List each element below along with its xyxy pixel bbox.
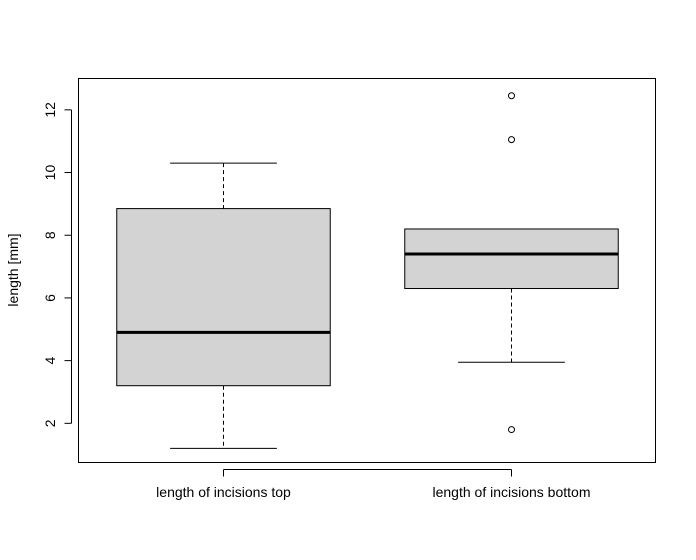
x-category-label: length of incisions top [156, 484, 291, 500]
outlier-point [508, 92, 515, 100]
y-tick-label: 10 [42, 165, 58, 181]
boxes-group [116, 92, 619, 449]
y-tick-label: 8 [42, 231, 58, 239]
box-iqr [116, 208, 331, 387]
outlier-point [508, 426, 515, 434]
outlier-point [508, 136, 515, 144]
box-group [404, 92, 619, 434]
y-tick-label: 2 [42, 419, 58, 427]
box-group [116, 162, 331, 449]
y-tick-label: 6 [42, 294, 58, 302]
x-category-label: length of incisions bottom [433, 484, 591, 500]
plot-frame [78, 78, 656, 463]
x-axis: length of incisions top length of incisio… [156, 469, 591, 500]
box-iqr [404, 228, 619, 290]
y-tick-label: 4 [42, 357, 58, 365]
y-tick-label: 12 [42, 102, 58, 118]
y-axis: 2 4 6 8 10 12 [42, 102, 72, 427]
y-axis-label: length [mm] [5, 233, 21, 306]
